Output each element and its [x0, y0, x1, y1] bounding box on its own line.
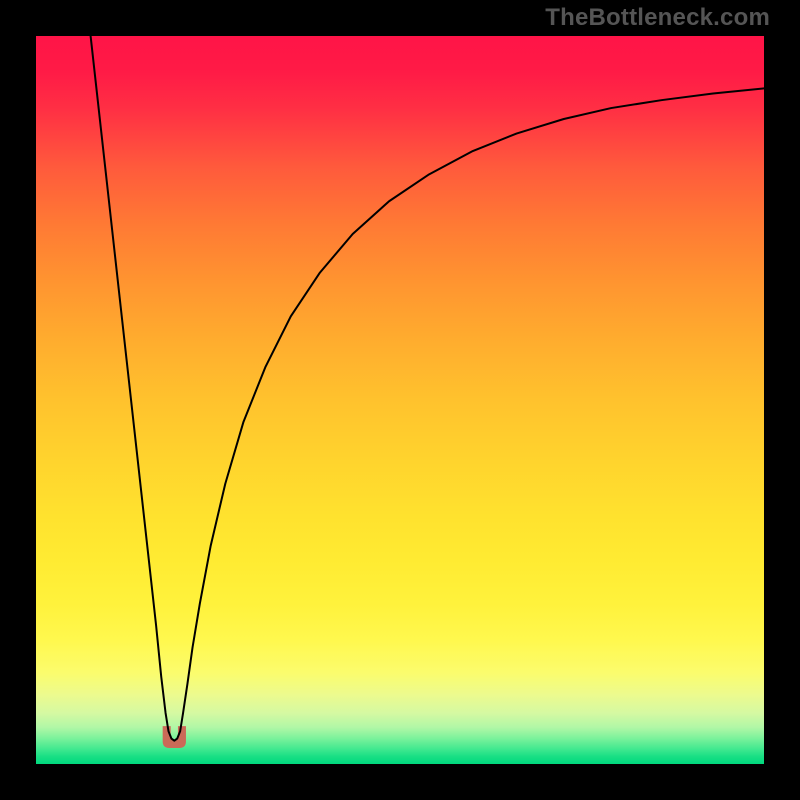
watermark-label: TheBottleneck.com [545, 6, 770, 30]
plot-area [36, 36, 764, 764]
gradient-background [36, 36, 764, 764]
stage: TheBottleneck.com [0, 0, 800, 800]
bottleneck-curve-chart [36, 36, 764, 764]
